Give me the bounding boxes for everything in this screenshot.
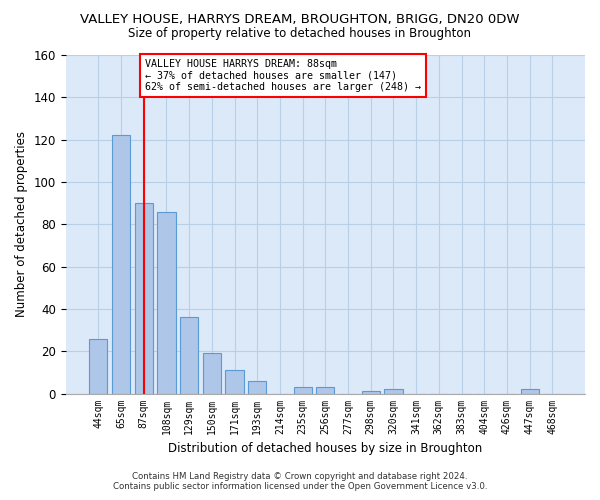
Bar [134,203,153,394]
Text: VALLEY HOUSE, HARRYS DREAM, BROUGHTON, BRIGG, DN20 0DW: VALLEY HOUSE, HARRYS DREAM, BROUGHTON, B… [80,12,520,26]
Bar [521,390,539,394]
Text: VALLEY HOUSE HARRYS DREAM: 88sqm
← 37% of detached houses are smaller (147)
62% : VALLEY HOUSE HARRYS DREAM: 88sqm ← 37% o… [145,59,421,92]
Bar [293,387,312,394]
X-axis label: Distribution of detached houses by size in Broughton: Distribution of detached houses by size … [168,442,482,455]
Y-axis label: Number of detached properties: Number of detached properties [15,132,28,318]
Bar [89,338,107,394]
Bar [316,387,334,394]
Bar [157,212,176,394]
Text: Contains HM Land Registry data © Crown copyright and database right 2024.
Contai: Contains HM Land Registry data © Crown c… [113,472,487,491]
Bar [226,370,244,394]
Bar [385,390,403,394]
Bar [362,392,380,394]
Bar [248,381,266,394]
Bar [180,318,198,394]
Bar [203,354,221,394]
Bar [112,136,130,394]
Text: Size of property relative to detached houses in Broughton: Size of property relative to detached ho… [128,28,472,40]
